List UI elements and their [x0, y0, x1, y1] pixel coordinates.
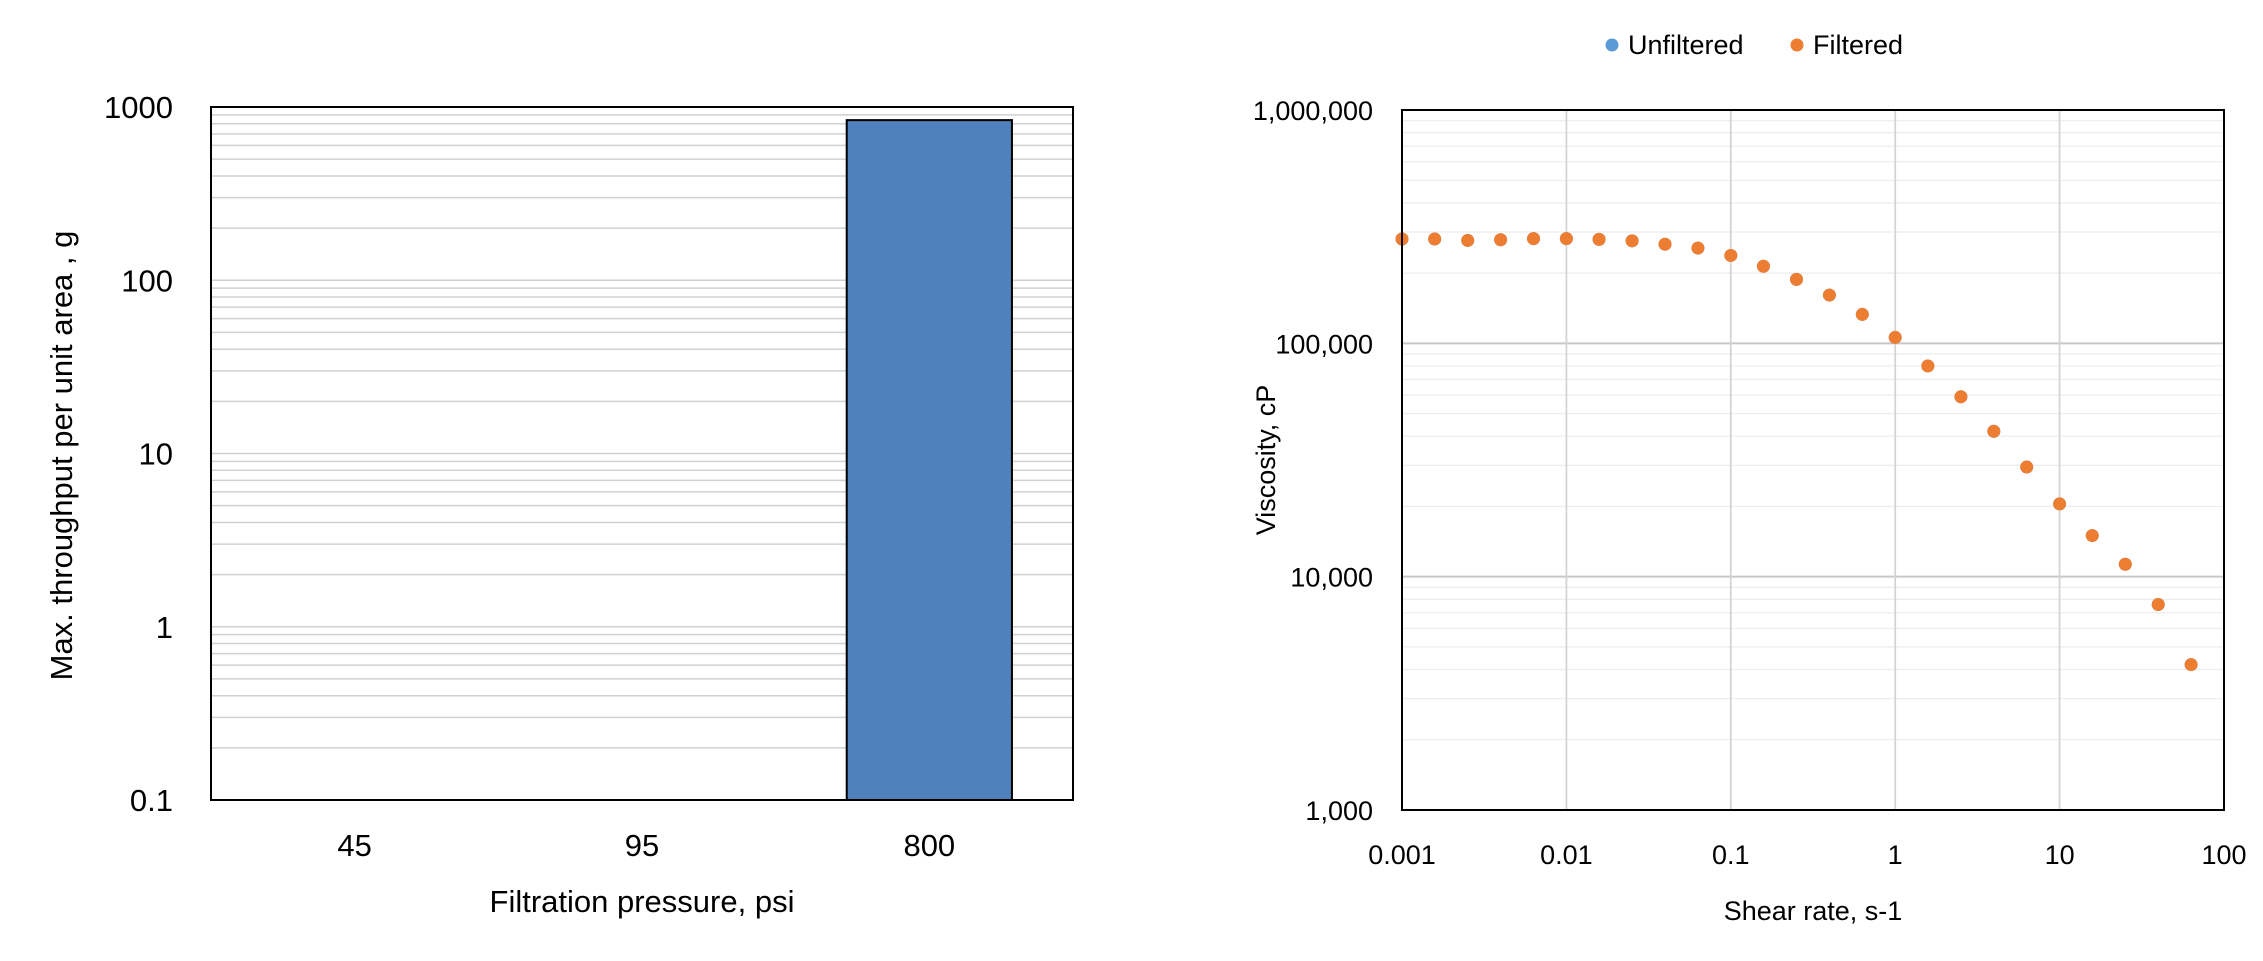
point-filtered: [1527, 232, 1541, 246]
legend-marker-unfiltered: [1605, 38, 1619, 52]
point-filtered: [1625, 234, 1639, 248]
bar-chart: 0.1 1 10 100 1000 45 95 800 Filtration pressur…: [44, 90, 1074, 919]
right-y-tick-labels: 1,000 10,000 100,000 1,000,000: [1253, 96, 1373, 826]
point-filtered: [1921, 359, 1935, 373]
left-x-tick-label: 800: [903, 828, 955, 863]
right-x-tick-label: 0.01: [1540, 840, 1593, 870]
right-x-axis-title: Shear rate, s-1: [1724, 896, 1903, 926]
point-filtered: [2118, 557, 2132, 571]
right-x-tick-label: 1: [1888, 840, 1903, 870]
left-y-tick-label: 1000: [104, 90, 173, 125]
point-filtered: [1888, 330, 1902, 344]
point-filtered: [2184, 658, 2198, 672]
point-filtered: [1461, 233, 1475, 247]
left-y-tick-labels: 0.1 1 10 100 1000: [104, 90, 173, 818]
point-filtered: [2053, 497, 2067, 511]
point-filtered: [1428, 232, 1442, 246]
right-data-points: [1395, 232, 2198, 672]
point-filtered: [1822, 288, 1836, 302]
legend: Unfiltered Filtered: [1605, 30, 1903, 60]
left-y-tick-label: 0.1: [130, 783, 173, 818]
point-filtered: [2020, 460, 2034, 474]
left-x-tick-label: 45: [337, 828, 371, 863]
right-x-tick-label: 0.001: [1368, 840, 1436, 870]
left-bars: [845, 119, 1013, 802]
point-filtered: [1790, 272, 1804, 286]
left-y-tick-label: 1: [156, 610, 173, 645]
right-plot-frame: [1401, 109, 2225, 811]
right-y-tick-label: 1,000: [1305, 796, 1373, 826]
right-y-tick-label: 1,000,000: [1253, 96, 1373, 126]
right-y-tick-label: 10,000: [1290, 563, 1373, 593]
point-filtered: [2151, 597, 2165, 611]
left-x-tick-label: 95: [625, 828, 659, 863]
right-y-tick-label: 100,000: [1275, 329, 1373, 359]
left-y-tick-label: 100: [121, 263, 173, 298]
right-y-axis-title: Viscosity, cP: [1251, 385, 1281, 536]
point-filtered: [1494, 233, 1508, 247]
point-filtered: [1691, 241, 1705, 255]
left-y-axis-title: Max. throughput per unit area , g: [44, 231, 79, 681]
point-filtered: [1559, 232, 1573, 246]
point-filtered: [1954, 390, 1968, 404]
legend-label-unfiltered: Unfiltered: [1628, 30, 1744, 60]
legend-marker-filtered: [1790, 38, 1804, 52]
legend-label-filtered: Filtered: [1813, 30, 1903, 60]
scatter-chart: 1,000 10,000 100,000 1,000,000 0.001 0.01 0.1…: [1251, 30, 2247, 926]
right-x-tick-label: 0.1: [1712, 840, 1750, 870]
bar-800: [845, 119, 1013, 802]
point-filtered: [1855, 307, 1869, 321]
point-filtered: [1987, 424, 2001, 438]
right-x-tick-labels: 0.001 0.01 0.1 1 10 100: [1368, 840, 2246, 870]
point-filtered: [1658, 237, 1672, 251]
right-x-tick-label: 100: [2201, 840, 2246, 870]
point-filtered: [1592, 232, 1606, 246]
point-filtered: [1756, 259, 1770, 273]
left-x-axis-title: Filtration pressure, psi: [490, 884, 795, 919]
right-gridlines: [1402, 110, 2224, 810]
left-plot-frame: [210, 106, 1074, 801]
right-x-tick-label: 10: [2045, 840, 2075, 870]
left-x-tick-labels: 45 95 800: [337, 828, 955, 863]
point-filtered: [2085, 529, 2099, 543]
left-y-tick-label: 10: [139, 437, 173, 472]
point-filtered: [1724, 248, 1738, 262]
